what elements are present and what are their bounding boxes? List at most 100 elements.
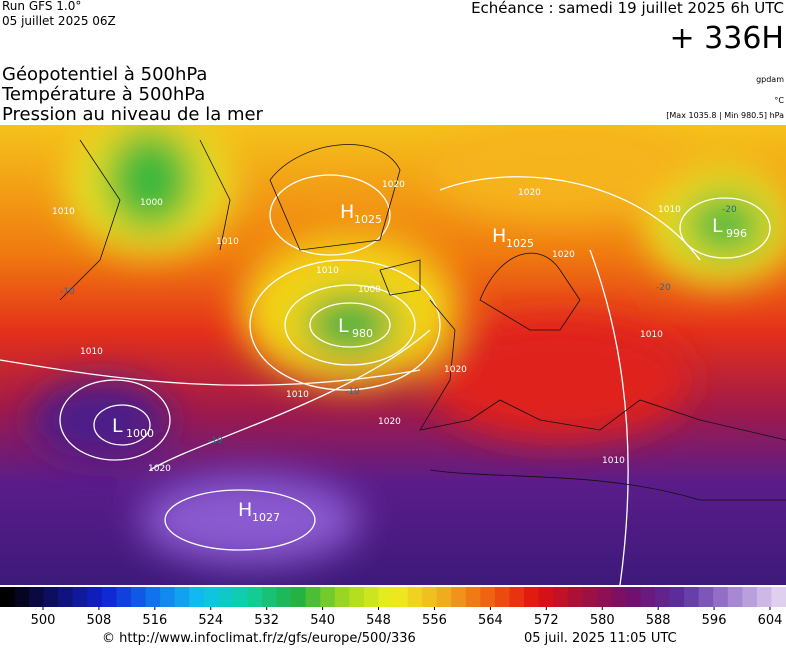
- footer-url: © http://www.infoclimat.fr/z/gfs/europe/…: [102, 631, 416, 646]
- layer-title: Géopotentiel à 500hPa: [2, 64, 207, 85]
- center-letter: H: [492, 225, 506, 247]
- colorbar-swatch: [0, 587, 16, 607]
- colorbar-swatch: [363, 587, 379, 607]
- isobar-label: 1000: [140, 198, 163, 208]
- colorbar-swatch: [276, 587, 292, 607]
- colorbar-swatch: [320, 587, 336, 607]
- run-label: Run GFS 1.0°: [2, 0, 81, 13]
- isotherm-label: -20: [656, 283, 671, 293]
- horizon: + 336H: [670, 21, 785, 56]
- colorbar-swatch: [756, 587, 772, 607]
- isobar-label: 1010: [216, 237, 239, 247]
- colorbar-swatch: [655, 587, 671, 607]
- colorbar-swatch: [509, 587, 525, 607]
- colorbar-swatch: [232, 587, 248, 607]
- center-value: 1025: [506, 237, 534, 250]
- colorbar-swatch: [87, 587, 103, 607]
- footer-timestamp: 05 juil. 2025 11:05 UTC: [524, 631, 677, 646]
- colorbar-swatch: [72, 587, 88, 607]
- isobar-label: 1010: [286, 390, 309, 400]
- colorbar-swatch: [349, 587, 365, 607]
- colorbar-swatch: [393, 587, 409, 607]
- colorbar-tick-label: 564: [478, 613, 503, 628]
- isobar-label: 1010: [80, 347, 103, 357]
- colorbar-swatch: [116, 587, 132, 607]
- unit-label: [Max 1035.8 | Min 980.5] hPa: [666, 111, 784, 120]
- colorbar-swatch: [480, 587, 496, 607]
- colorbar-swatch: [160, 587, 176, 607]
- center-letter: H: [340, 201, 354, 223]
- colorbar-swatch: [407, 587, 423, 607]
- colorbar-swatch: [698, 587, 714, 607]
- center-value: 980: [352, 327, 373, 340]
- colorbar: 500 508 516 524 532 540 548 556 564 572 580 588 596 6…: [0, 587, 786, 628]
- isobar-label: 1020: [518, 188, 541, 198]
- colorbar-swatch: [538, 587, 554, 607]
- colorbar-swatch: [611, 587, 627, 607]
- colorbar-swatch: [378, 587, 394, 607]
- colorbar-swatch: [174, 587, 190, 607]
- colorbar-tick-label: 516: [142, 613, 167, 628]
- colorbar-swatch: [640, 587, 656, 607]
- colorbar-swatch: [771, 587, 786, 607]
- echeance: Echéance : samedi 19 juillet 2025 6h UTC: [471, 0, 784, 17]
- isobar-label: 1020: [552, 250, 575, 260]
- colorbar-swatch: [145, 587, 161, 607]
- colorbar-tick-label: 548: [366, 613, 391, 628]
- isobar-label: 1020: [148, 464, 171, 474]
- colorbar-swatch: [189, 587, 205, 607]
- colorbar-swatch: [262, 587, 278, 607]
- colorbar-tick-label: 500: [31, 613, 56, 628]
- colorbar-swatch: [713, 587, 729, 607]
- center-value: 1025: [354, 213, 382, 226]
- isobar-label: 1010: [658, 205, 681, 215]
- colorbar-swatch: [101, 587, 117, 607]
- colorbar-swatch: [131, 587, 147, 607]
- layer-title: Pression au niveau de la mer: [2, 104, 264, 125]
- isobar-label: 1020: [378, 417, 401, 427]
- colorbar-swatch: [727, 587, 743, 607]
- colorbar-swatch: [422, 587, 438, 607]
- colorbar-tick-label: 556: [422, 613, 447, 628]
- colorbar-swatch: [524, 587, 540, 607]
- colorbar-tick-label: 596: [702, 613, 727, 628]
- center-value: 996: [726, 227, 747, 240]
- colorbar-swatch: [684, 587, 700, 607]
- isobar-label: 1020: [382, 180, 405, 190]
- center-letter: H: [238, 499, 252, 521]
- colorbar-swatch: [305, 587, 321, 607]
- center-value: 1027: [252, 511, 280, 524]
- isobar-label: 1010: [52, 207, 75, 217]
- colorbar-tick-label: 588: [646, 613, 671, 628]
- isotherm-label: -10: [345, 387, 360, 397]
- layer-title: Température à 500hPa: [1, 84, 205, 105]
- isobar-label: 1010: [602, 456, 625, 466]
- isobar-label: 1010: [640, 330, 663, 340]
- colorbar-swatch: [451, 587, 467, 607]
- colorbar-swatch: [567, 587, 583, 607]
- colorbar-swatch: [43, 587, 59, 607]
- colorbar-swatch: [669, 587, 685, 607]
- colorbar-swatch: [14, 587, 30, 607]
- colorbar-swatch: [625, 587, 641, 607]
- isobar-label: 1020: [444, 365, 467, 375]
- center-value: 1000: [126, 427, 154, 440]
- colorbar-swatch: [29, 587, 45, 607]
- unit-label: gpdam: [756, 75, 784, 84]
- center-letter: L: [112, 415, 123, 437]
- colorbar-swatch: [596, 587, 612, 607]
- colorbar-swatch: [436, 587, 452, 607]
- colorbar-tick-label: 508: [87, 613, 112, 628]
- colorbar-tick-label: 604: [758, 613, 783, 628]
- isotherm-label: -20: [722, 205, 737, 215]
- colorbar-tick-label: 540: [310, 613, 335, 628]
- run-date: 05 juillet 2025 06Z: [2, 14, 116, 28]
- isotherm-label: -10: [208, 436, 223, 446]
- colorbar-tick-label: 532: [254, 613, 279, 628]
- colorbar-swatch: [494, 587, 510, 607]
- colorbar-swatch: [334, 587, 350, 607]
- center-letter: L: [338, 315, 349, 337]
- colorbar-tick-label: 572: [534, 613, 559, 628]
